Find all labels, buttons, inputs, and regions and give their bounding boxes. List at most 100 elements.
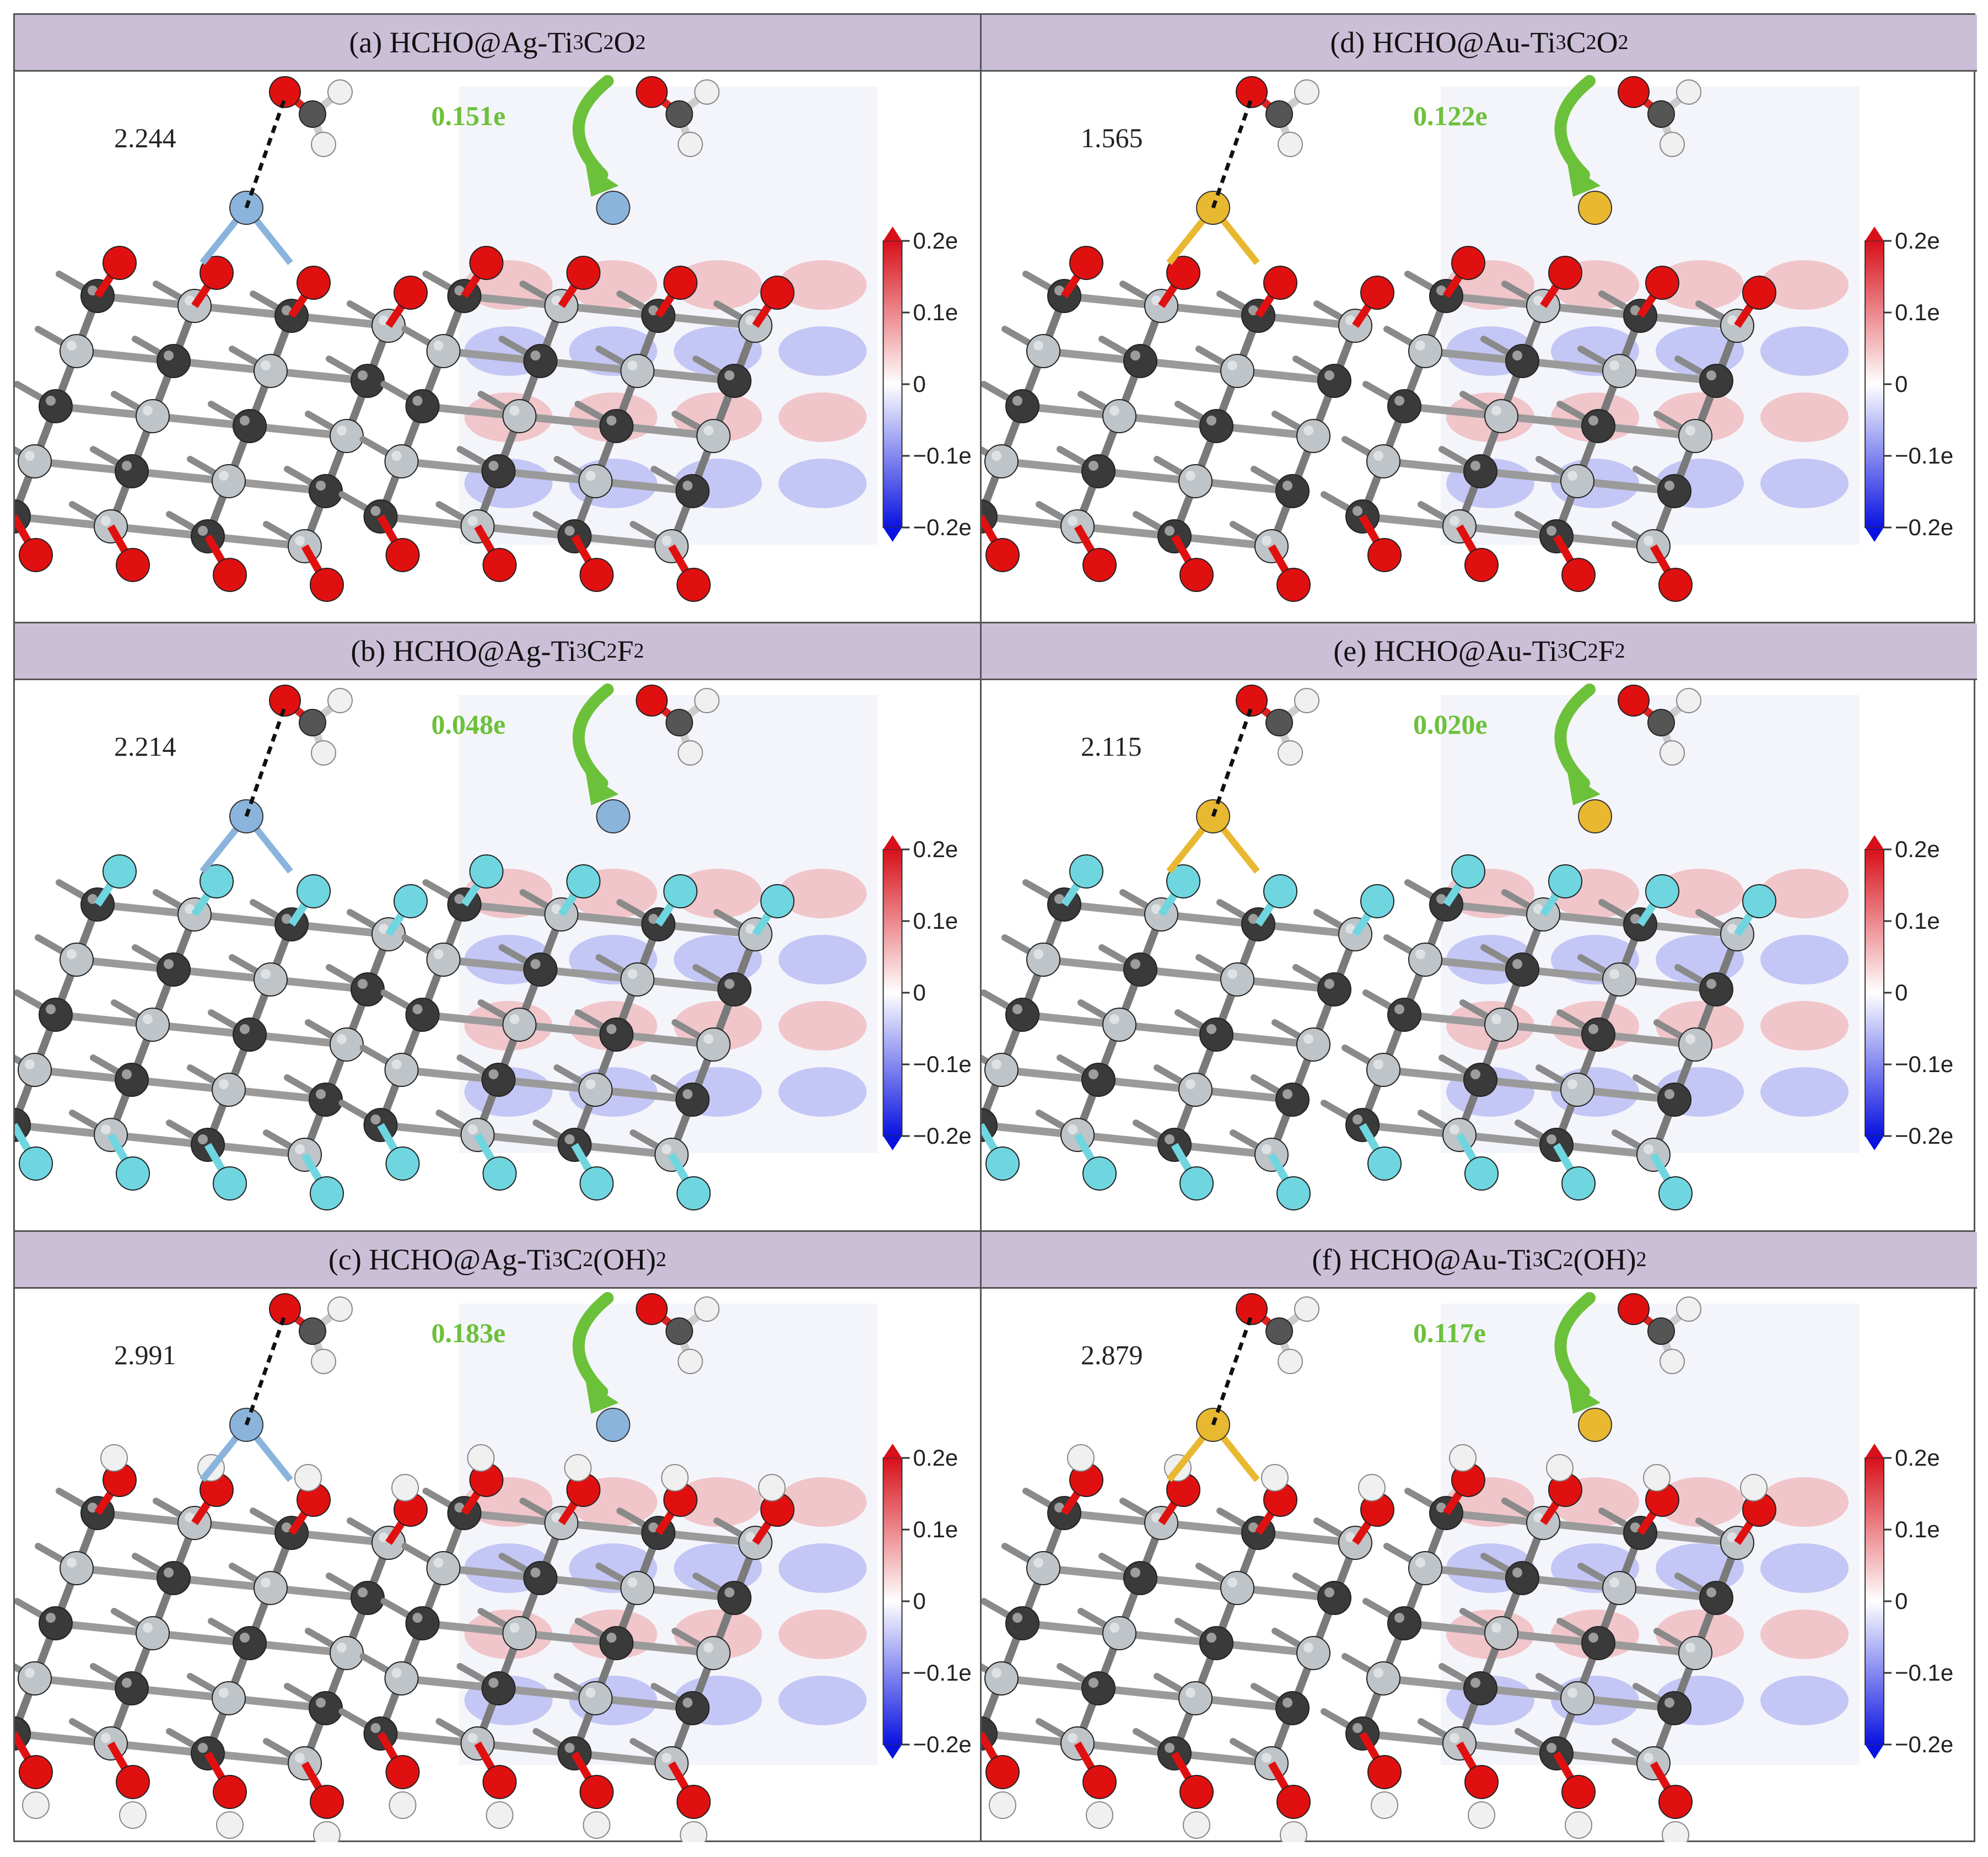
charge-density-map: 0.020e <box>1321 683 1860 1210</box>
panel-illustration: 2.214 0.048e 0.2e 0.1e 0 −0.1e −0.2e <box>15 683 972 1210</box>
bond-distance: 2.879 <box>1081 1339 1143 1370</box>
title-part: 2 <box>1636 1248 1647 1271</box>
bond-distance: 2.991 <box>114 1339 176 1370</box>
structure-view: 2.879 <box>982 1293 1394 1842</box>
title-part: 3 <box>576 639 587 663</box>
charge-density-map: 0.122e <box>1321 75 1860 602</box>
column-divider <box>980 15 982 1840</box>
charge-density-map: 0.183e <box>338 1292 878 1842</box>
title-part: 2 <box>1587 639 1598 663</box>
colorbar-tick-label: 0 <box>1895 1588 1908 1614</box>
title-part: O <box>1596 26 1618 59</box>
structure-view: 1.565 <box>982 76 1394 602</box>
panel-b: (b) HCHO@Ag-Ti 3 C 2 F 2 2.214 0.048e 0.2e 0.1e 0−… <box>15 623 980 1230</box>
title-part: 3 <box>1555 31 1566 54</box>
panel-f: (f) HCHO@Au-Ti 3 C 2 (OH) 2 2.879 0.117e 0.2e 0.1… <box>982 1232 1977 1842</box>
colorbar-tick-label: −0.1e <box>1895 1051 1953 1077</box>
title-part: C <box>583 26 604 59</box>
panel-e: (e) HCHO@Au-Ti 3 C 2 F 2 2.115 0.020e 0.2e 0.1e 0−… <box>982 623 1977 1230</box>
title-part: (f) HCHO@Au-Ti <box>1312 1243 1533 1276</box>
title-part: 2 <box>1618 31 1629 54</box>
title-part: C <box>1566 26 1586 59</box>
charge-density-map: 0.151e <box>338 75 878 602</box>
panel-title: (f) HCHO@Au-Ti 3 C 2 (OH) 2 <box>982 1232 1977 1289</box>
curved-arrow-icon <box>1554 75 1596 181</box>
title-part: (c) HCHO@Ag-Ti <box>328 1243 553 1276</box>
colorbar-tick-label: −0.2e <box>1895 1731 1953 1757</box>
title-part: F <box>617 634 634 668</box>
colorbar-tick-label: 0.2e <box>913 836 958 862</box>
panel-illustration: 1.565 0.122e 0.2e 0.1e 0 −0.1e −0.2e <box>982 75 1953 602</box>
curved-arrow-icon <box>1554 683 1596 789</box>
title-part: C <box>1567 634 1588 668</box>
colorbar: 0.2e 0.1e 0 −0.1e −0.2e <box>882 835 972 1150</box>
title-part: (OH) <box>1573 1243 1636 1276</box>
title-part: (OH) <box>593 1243 656 1276</box>
title-part: 2 <box>1563 1248 1574 1271</box>
bond-distance: 1.565 <box>1081 122 1143 153</box>
charge-transfer-value: 0.117e <box>1413 1317 1486 1348</box>
curved-arrow-icon <box>573 683 614 789</box>
colorbar: 0.2e 0.1e 0 −0.1e −0.2e <box>1865 835 1953 1150</box>
bond-distance: 2.244 <box>114 122 176 153</box>
colorbar-tick-label: 0.2e <box>913 1445 958 1471</box>
structure-view: 2.991 <box>15 1293 428 1842</box>
title-part: (b) HCHO@Ag-Ti <box>351 634 577 668</box>
colorbar-tick-label: 0.1e <box>913 908 958 934</box>
colorbar-tick-label: −0.1e <box>913 1051 972 1077</box>
colorbar-tick-label: 0.1e <box>1895 299 1940 325</box>
panel-illustration: 2.991 0.183e 0.2e 0.1e 0 −0.1e −0.2e <box>15 1292 972 1842</box>
figure-frame: (a) HCHO@Ag-Ti 3 C 2 O 2 2.244 0.151e 0.2e 0.1e 0−… <box>13 13 1977 1842</box>
title-part: C <box>563 1243 583 1276</box>
title-part: C <box>586 634 607 668</box>
title-part: 2 <box>583 1248 594 1271</box>
colorbar: 0.2e 0.1e 0 −0.1e −0.2e <box>1865 1444 1953 1759</box>
colorbar-tick-label: −0.2e <box>913 514 972 540</box>
colorbar-tick-label: 0.2e <box>1895 1445 1940 1471</box>
title-part: (d) HCHO@Au-Ti <box>1330 26 1556 59</box>
title-part: 3 <box>1557 639 1568 663</box>
charge-transfer-value: 0.122e <box>1413 100 1488 131</box>
colorbar-tick-label: −0.2e <box>1895 1123 1953 1149</box>
title-part: C <box>1543 1243 1563 1276</box>
charge-density-map: 0.048e <box>338 683 878 1210</box>
colorbar: 0.2e 0.1e 0 −0.1e −0.2e <box>1865 227 1953 542</box>
panel-d: (d) HCHO@Au-Ti 3 C 2 O 2 1.565 0.122e 0.2e 0.1e 0−… <box>982 15 1977 622</box>
colorbar-tick-label: 0.1e <box>1895 1516 1940 1542</box>
title-part: 2 <box>1614 639 1625 663</box>
colorbar-tick-label: −0.2e <box>913 1731 972 1757</box>
title-part: 2 <box>603 31 614 54</box>
curved-arrow-icon <box>573 75 614 181</box>
colorbar-tick-label: 0 <box>913 371 926 397</box>
charge-transfer-value: 0.048e <box>432 709 506 740</box>
colorbar-tick-label: −0.2e <box>1895 514 1953 540</box>
panel-title: (a) HCHO@Ag-Ti 3 C 2 O 2 <box>15 15 980 72</box>
row-divider <box>15 622 1974 623</box>
panel-a: (a) HCHO@Ag-Ti 3 C 2 O 2 2.244 0.151e 0.2e 0.1e 0−… <box>15 15 980 622</box>
colorbar-tick-label: −0.1e <box>1895 1660 1953 1686</box>
curved-arrow-icon <box>573 1292 614 1398</box>
panel-title: (e) HCHO@Au-Ti 3 C 2 F 2 <box>982 623 1977 680</box>
colorbar-tick-label: −0.1e <box>1895 443 1953 469</box>
colorbar-tick-label: 0 <box>1895 371 1908 397</box>
title-part: O <box>613 26 635 59</box>
charge-transfer-value: 0.151e <box>432 100 506 131</box>
bond-distance: 2.115 <box>1081 731 1142 762</box>
structure-view: 2.115 <box>982 685 1394 1210</box>
panel-illustration: 2.879 0.117e 0.2e 0.1e 0 −0.1e −0.2e <box>982 1292 1953 1842</box>
colorbar-tick-label: 0 <box>1895 979 1908 1005</box>
title-part: (e) HCHO@Au-Ti <box>1333 634 1558 668</box>
panel-title: (d) HCHO@Au-Ti 3 C 2 O 2 <box>982 15 1977 72</box>
curved-arrow-icon <box>1554 1292 1596 1398</box>
title-part: 2 <box>633 639 644 663</box>
structure-view: 2.244 <box>15 76 428 602</box>
title-part: 2 <box>606 639 617 663</box>
charge-transfer-value: 0.020e <box>1413 709 1488 740</box>
colorbar: 0.2e 0.1e 0 −0.1e −0.2e <box>882 227 972 542</box>
panel-c: (c) HCHO@Ag-Ti 3 C 2 (OH) 2 2.991 0.183e 0.2e 0.1… <box>15 1232 980 1842</box>
colorbar-tick-label: 0.2e <box>913 228 958 254</box>
title-part: 2 <box>656 1248 667 1271</box>
structure-view: 2.214 <box>15 685 428 1210</box>
title-part: F <box>1598 634 1615 668</box>
title-part: (a) HCHO@Ag-Ti <box>349 26 573 59</box>
